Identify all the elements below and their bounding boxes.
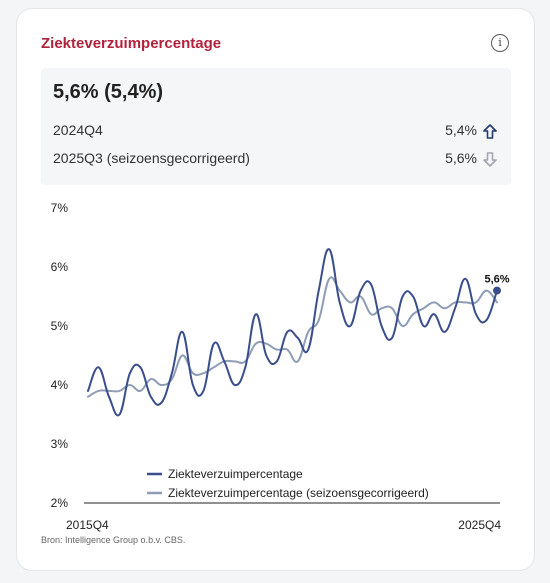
series-layer — [87, 248, 498, 417]
y-tick-label: 7% — [51, 201, 69, 215]
legend-label: Ziekteverzuimpercentage (seizoensgecorri… — [168, 486, 429, 500]
summary-row-value: 5,4% — [445, 122, 477, 138]
last-point-marker — [493, 286, 501, 295]
summary-row-value: 5,6% — [445, 150, 477, 166]
x-tick-label: 2025Q4 — [458, 518, 501, 532]
down-arrow-icon — [483, 152, 497, 167]
headline-value: 5,6% (5,4%) — [53, 81, 164, 103]
x-axis: 2015Q4 2025Q4 — [66, 518, 501, 532]
series-line-main — [87, 248, 498, 417]
summary-row-adjusted: 2025Q3 (seizoensgecorrigeerd) 5,6% — [53, 150, 497, 170]
series-line-adjusted — [87, 276, 498, 398]
summary-row-label: 2025Q3 (seizoensgecorrigeerd) — [53, 150, 250, 166]
legend-label: Ziekteverzuimpercentage — [168, 467, 303, 481]
data-label: 5,6% — [484, 274, 509, 286]
y-tick-label: 4% — [51, 378, 69, 392]
y-axis: 2% 3% 4% 5% 6% 7% — [51, 201, 69, 510]
chart-card: Ziekteverzuimpercentage i 5,6% (5,4%) 20… — [16, 8, 535, 571]
info-icon[interactable]: i — [491, 34, 509, 52]
up-arrow-icon — [483, 124, 497, 139]
y-tick-label: 5% — [51, 319, 69, 333]
line-chart: 2% 3% 4% 5% 6% 7% 2015Q4 2025Q4 5,6% Ziektever… — [51, 201, 510, 532]
summary-row-current: 2024Q4 5,4% — [53, 122, 497, 142]
legend: Ziekteverzuimpercentage Ziekteverzuimperc… — [147, 467, 429, 500]
y-tick-label: 3% — [51, 437, 69, 451]
y-tick-label: 6% — [51, 260, 69, 274]
summary-panel: 5,6% (5,4%) 2024Q4 5,4% 2025Q3 (seizoens… — [41, 68, 511, 185]
annotation-layer: 5,6% — [484, 274, 510, 295]
card-title: Ziekteverzuimpercentage — [41, 35, 222, 52]
summary-row-label: 2024Q4 — [53, 122, 103, 138]
y-tick-label: 2% — [51, 496, 69, 510]
source-note: Bron: Intelligence Group o.b.v. CBS. — [41, 535, 186, 545]
x-tick-label: 2015Q4 — [66, 518, 109, 532]
